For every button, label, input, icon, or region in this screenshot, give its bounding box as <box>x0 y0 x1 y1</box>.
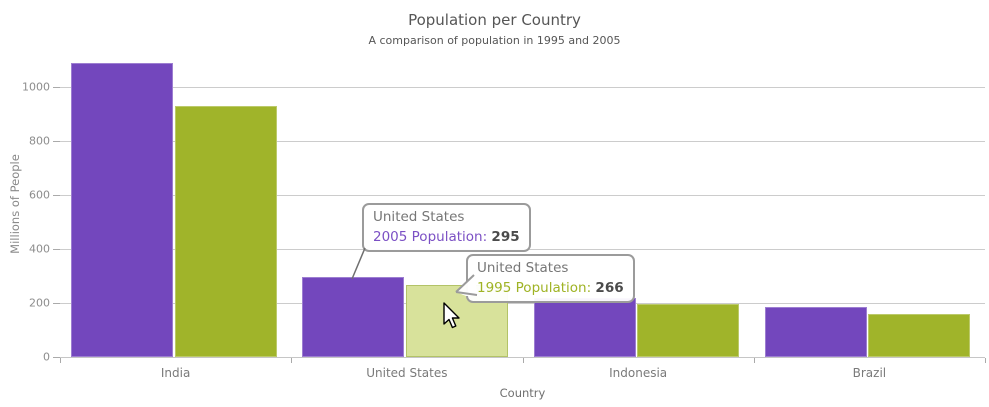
gridline <box>60 303 985 304</box>
bar-indonesia-2005[interactable] <box>533 297 636 357</box>
tooltip-series-label: 2005 Population: <box>373 229 488 245</box>
tooltip-value: 266 <box>595 280 624 296</box>
bar-brazil-2005[interactable] <box>764 307 867 357</box>
gridline <box>60 195 985 196</box>
y-axis-label: 0 <box>43 350 50 364</box>
y-axis-title: Millions of People <box>8 154 22 254</box>
tooltip-category: United States <box>373 209 465 225</box>
bar-india-1995[interactable] <box>174 106 277 357</box>
x-axis-tick <box>753 358 755 363</box>
y-axis-tick <box>53 195 60 196</box>
y-axis-label: 600 <box>29 188 50 202</box>
category-label: Indonesia <box>609 366 668 380</box>
category-label: United States <box>366 366 448 380</box>
y-axis-tick <box>53 141 60 142</box>
tooltip-series-label: 1995 Population: <box>477 280 592 296</box>
x-axis-tick <box>60 358 61 363</box>
y-axis-tick <box>53 303 60 304</box>
category-label: India <box>160 366 191 380</box>
gridline <box>60 87 985 88</box>
tooltip-2005-population: United States 2005 Population: 295 <box>362 203 531 252</box>
x-axis-line <box>60 357 985 358</box>
y-axis-label: 400 <box>29 242 50 256</box>
x-axis-tick <box>291 358 293 363</box>
category-label: Brazil <box>852 366 887 380</box>
chart-subtitle: A comparison of population in 1995 and 2… <box>368 34 621 47</box>
tooltip-value: 295 <box>491 229 520 245</box>
tooltip-1995-population: United States 1995 Population: 266 <box>466 254 635 303</box>
mouse-cursor-icon <box>443 302 460 329</box>
y-axis-tick <box>53 357 60 358</box>
x-axis-title: Country <box>499 386 546 400</box>
bar-india-2005[interactable] <box>71 62 173 357</box>
y-axis-label: 1000 <box>22 80 50 94</box>
bar-brazil-1995[interactable] <box>868 313 971 357</box>
y-axis-label: 200 <box>29 296 50 310</box>
bar-united-states-2005[interactable] <box>302 277 405 357</box>
tooltip-pointer <box>455 274 478 296</box>
tooltip-callout-line <box>351 247 366 280</box>
tooltip-category: United States <box>477 260 569 276</box>
x-axis-tick <box>522 358 524 363</box>
gridline <box>60 141 985 142</box>
chart-title: Population per Country <box>408 11 581 29</box>
bar-indonesia-1995[interactable] <box>637 303 739 357</box>
y-axis-tick <box>53 87 60 88</box>
y-axis-label: 800 <box>29 134 50 148</box>
y-axis-tick <box>53 249 60 250</box>
x-axis-tick <box>985 358 986 363</box>
